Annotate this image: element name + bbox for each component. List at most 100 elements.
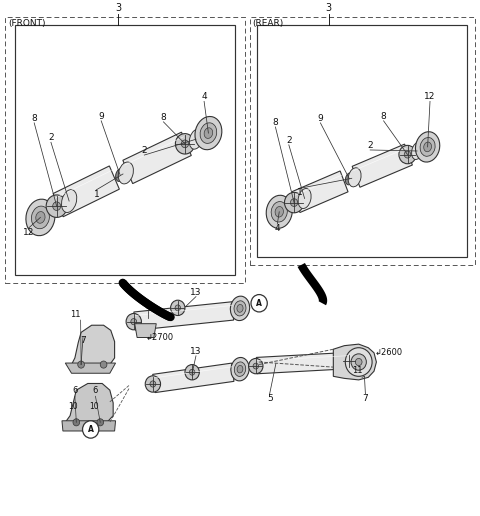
Ellipse shape xyxy=(237,365,243,373)
Circle shape xyxy=(83,421,99,438)
Ellipse shape xyxy=(275,206,283,217)
Text: 8: 8 xyxy=(160,113,166,122)
Circle shape xyxy=(53,202,60,211)
Ellipse shape xyxy=(420,137,435,156)
Circle shape xyxy=(249,359,263,374)
Text: 7: 7 xyxy=(362,394,368,402)
Ellipse shape xyxy=(189,130,203,149)
Circle shape xyxy=(342,354,356,368)
Ellipse shape xyxy=(204,128,213,138)
Circle shape xyxy=(97,418,104,426)
Ellipse shape xyxy=(411,142,422,159)
Circle shape xyxy=(285,192,304,213)
Ellipse shape xyxy=(231,358,249,381)
Ellipse shape xyxy=(200,123,217,143)
Circle shape xyxy=(131,318,137,325)
Polygon shape xyxy=(72,325,115,365)
Circle shape xyxy=(150,381,156,387)
Circle shape xyxy=(253,363,259,369)
Text: 9: 9 xyxy=(98,112,104,121)
Polygon shape xyxy=(134,302,234,330)
Polygon shape xyxy=(53,166,120,217)
Text: 4: 4 xyxy=(275,224,280,233)
Polygon shape xyxy=(292,171,348,213)
Text: 10: 10 xyxy=(69,402,78,411)
Ellipse shape xyxy=(31,206,49,229)
Ellipse shape xyxy=(116,169,125,182)
Polygon shape xyxy=(256,352,350,374)
Circle shape xyxy=(73,418,80,426)
Text: 8: 8 xyxy=(273,118,278,127)
Circle shape xyxy=(46,195,67,217)
Text: 10: 10 xyxy=(89,402,99,411)
Circle shape xyxy=(190,369,195,375)
Text: 2: 2 xyxy=(286,136,292,145)
Text: 3: 3 xyxy=(115,3,121,12)
Circle shape xyxy=(355,359,362,366)
Ellipse shape xyxy=(195,117,222,150)
Circle shape xyxy=(351,354,366,370)
Ellipse shape xyxy=(230,296,250,320)
Circle shape xyxy=(290,199,298,206)
Polygon shape xyxy=(153,363,234,393)
Circle shape xyxy=(251,295,267,312)
Text: 1: 1 xyxy=(297,188,303,197)
Circle shape xyxy=(345,348,372,376)
Text: ↲2600: ↲2600 xyxy=(375,348,403,357)
Text: 13: 13 xyxy=(190,347,202,356)
Circle shape xyxy=(175,305,180,311)
Ellipse shape xyxy=(61,190,77,213)
Ellipse shape xyxy=(416,132,440,162)
Polygon shape xyxy=(65,363,116,373)
Text: 13: 13 xyxy=(190,287,202,297)
Text: 12: 12 xyxy=(23,228,34,237)
Text: 6: 6 xyxy=(93,386,98,395)
Polygon shape xyxy=(123,132,192,184)
Text: 3: 3 xyxy=(325,3,332,12)
Circle shape xyxy=(185,365,199,380)
Text: 11: 11 xyxy=(70,310,80,319)
Text: 1: 1 xyxy=(94,190,99,199)
Polygon shape xyxy=(65,383,113,422)
Text: 5: 5 xyxy=(267,394,273,402)
Polygon shape xyxy=(135,324,156,337)
Text: A: A xyxy=(88,425,94,434)
Text: 4: 4 xyxy=(201,92,207,102)
Circle shape xyxy=(78,361,84,368)
Text: 11: 11 xyxy=(352,366,362,375)
Text: 2: 2 xyxy=(367,141,373,150)
Circle shape xyxy=(145,376,160,392)
Ellipse shape xyxy=(237,304,243,312)
Ellipse shape xyxy=(118,162,133,184)
Text: 2: 2 xyxy=(142,146,147,155)
Ellipse shape xyxy=(266,195,292,228)
Ellipse shape xyxy=(26,199,55,236)
Ellipse shape xyxy=(234,301,246,316)
Circle shape xyxy=(347,358,352,364)
Text: 2: 2 xyxy=(48,133,54,142)
Text: ↲2700: ↲2700 xyxy=(145,333,173,342)
Circle shape xyxy=(181,140,189,148)
Text: (REAR): (REAR) xyxy=(252,19,284,28)
Text: (FRONT): (FRONT) xyxy=(8,19,46,28)
Ellipse shape xyxy=(234,362,246,376)
Text: 9: 9 xyxy=(318,114,324,123)
Circle shape xyxy=(175,134,194,154)
Circle shape xyxy=(399,146,416,164)
Polygon shape xyxy=(333,344,376,380)
Ellipse shape xyxy=(424,142,432,152)
Polygon shape xyxy=(352,144,412,187)
Ellipse shape xyxy=(346,173,353,185)
Circle shape xyxy=(126,314,142,330)
Ellipse shape xyxy=(348,168,361,187)
Polygon shape xyxy=(62,421,116,431)
Circle shape xyxy=(170,300,185,315)
Circle shape xyxy=(100,361,107,368)
Text: 12: 12 xyxy=(424,92,436,102)
Ellipse shape xyxy=(36,212,45,223)
Text: 7: 7 xyxy=(80,336,86,346)
Ellipse shape xyxy=(271,202,288,222)
Text: 8: 8 xyxy=(381,112,386,121)
Text: 5: 5 xyxy=(145,302,151,311)
Text: A: A xyxy=(256,299,262,308)
